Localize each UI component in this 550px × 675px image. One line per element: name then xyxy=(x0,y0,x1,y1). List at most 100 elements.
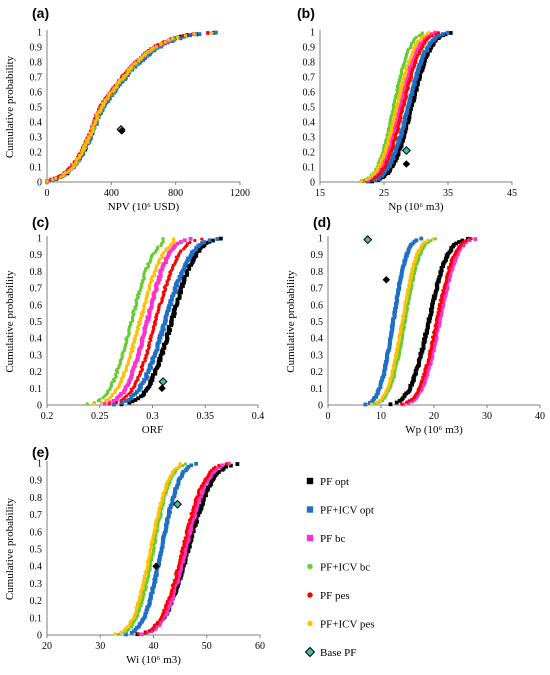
data-point xyxy=(172,314,176,319)
data-point xyxy=(445,286,450,291)
legend-marker xyxy=(306,534,314,542)
base-point-base-pf xyxy=(401,145,411,156)
data-point xyxy=(434,32,438,36)
data-point xyxy=(103,100,107,104)
data-point xyxy=(359,179,364,183)
data-point xyxy=(182,238,187,243)
data-point xyxy=(148,382,152,387)
data-point xyxy=(66,169,71,173)
data-point xyxy=(407,399,411,403)
data-point xyxy=(169,302,174,307)
data-point xyxy=(165,521,169,526)
data-point xyxy=(375,171,380,176)
data-point xyxy=(211,467,215,471)
data-point xyxy=(150,627,154,631)
chart-panel-3: (c) 0 0.1 0.2 0.3 0.4 0.5 0.6 0.7 0.8 0.9 1 0.2 0.25 0… xyxy=(4,214,264,436)
y-tick-label: 0.5 xyxy=(30,103,43,114)
y-tick-label: 0.6 xyxy=(30,300,43,311)
x-tick-label: 20 xyxy=(42,641,52,652)
data-point xyxy=(185,273,189,277)
data-point xyxy=(429,356,434,361)
y-tick-label: 0.7 xyxy=(30,284,43,295)
y-tick-label: 0.4 xyxy=(30,562,43,573)
y-tick-label: 0.1 xyxy=(30,613,43,624)
data-point xyxy=(391,320,396,324)
data-point xyxy=(161,263,166,268)
data-point xyxy=(104,398,108,403)
data-point xyxy=(170,39,175,43)
data-point xyxy=(136,396,140,401)
data-point xyxy=(136,624,141,629)
y-tick-label: 0.1 xyxy=(311,384,324,395)
data-point xyxy=(156,275,161,280)
chart-panel-4: (d)00.10.20.30.40.50.60.70.80.910 10 20 30 4… xyxy=(285,214,545,436)
data-point xyxy=(181,563,186,568)
data-point xyxy=(125,625,129,629)
data-point xyxy=(391,132,395,137)
data-point xyxy=(160,347,165,352)
y-tick-label: 0.9 xyxy=(30,43,43,54)
data-point xyxy=(180,569,185,574)
data-point xyxy=(108,395,112,400)
data-point xyxy=(410,397,414,402)
y-tick-label: 0.2 xyxy=(30,367,43,378)
data-point xyxy=(410,59,415,63)
data-point xyxy=(129,630,134,635)
data-point xyxy=(406,400,411,405)
data-point xyxy=(464,238,468,243)
data-point xyxy=(134,358,139,363)
data-point xyxy=(167,245,171,249)
x-axis-title: Np (10⁶ m3) xyxy=(388,201,443,213)
data-point xyxy=(198,504,202,508)
data-point xyxy=(426,320,431,324)
data-point xyxy=(439,306,444,311)
legend-marker xyxy=(306,477,314,485)
data-point xyxy=(102,102,106,107)
data-point xyxy=(188,255,193,259)
data-point xyxy=(150,47,154,51)
y-tick-label: 0.7 xyxy=(30,510,43,521)
y-tick-label: 1 xyxy=(37,234,42,245)
data-point xyxy=(159,549,164,554)
data-point xyxy=(164,312,169,317)
data-point xyxy=(152,293,156,298)
series-pf-icv-pes xyxy=(369,237,435,406)
data-point xyxy=(154,288,158,293)
data-point xyxy=(431,237,435,241)
data-point xyxy=(426,366,431,371)
data-point xyxy=(150,378,155,383)
data-point xyxy=(159,546,164,550)
data-point xyxy=(433,340,437,345)
data-point xyxy=(140,393,145,398)
data-point xyxy=(158,618,162,622)
data-point xyxy=(112,402,116,407)
data-point xyxy=(426,238,430,242)
data-point xyxy=(145,577,149,581)
data-point xyxy=(163,258,168,263)
data-point xyxy=(395,298,399,303)
data-point xyxy=(436,31,441,35)
series-pf-pes xyxy=(136,462,228,636)
data-point xyxy=(157,623,161,628)
series-pf-pes xyxy=(364,31,441,183)
data-point xyxy=(224,464,229,469)
y-tick-label: 0.9 xyxy=(30,250,43,261)
data-point xyxy=(187,266,192,271)
data-point xyxy=(376,176,381,181)
data-point xyxy=(370,179,375,184)
x-tick-label: 0.35 xyxy=(197,411,215,422)
y-tick-label: 0.6 xyxy=(30,527,43,538)
data-point xyxy=(139,394,143,399)
data-point xyxy=(160,618,164,623)
data-point xyxy=(127,398,131,402)
data-point xyxy=(156,622,160,626)
data-point xyxy=(161,614,166,619)
data-point xyxy=(235,462,240,466)
legend-label: PF opt xyxy=(320,476,349,488)
series-pf-opt xyxy=(388,236,470,407)
data-point xyxy=(145,630,150,635)
y-tick-label: 0 xyxy=(37,401,42,412)
panel-label: (e) xyxy=(32,444,49,460)
data-point xyxy=(175,35,179,40)
